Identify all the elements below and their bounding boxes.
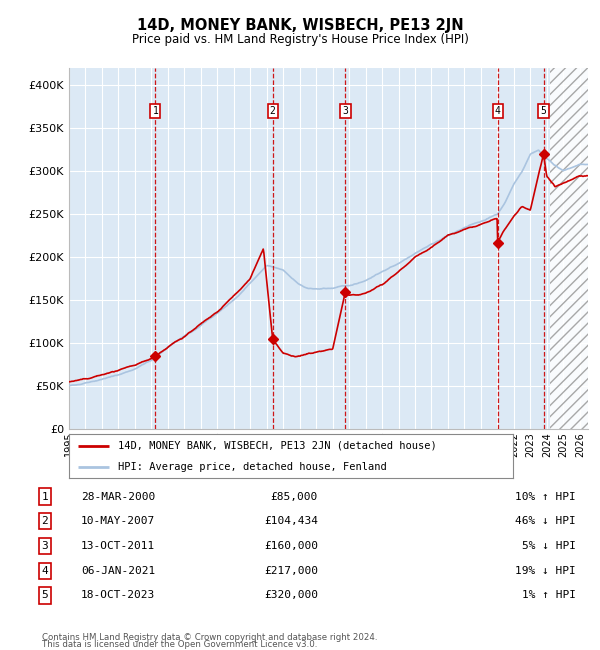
Text: HPI: Average price, detached house, Fenland: HPI: Average price, detached house, Fenl…: [118, 462, 386, 472]
Text: £217,000: £217,000: [264, 566, 318, 576]
Text: 10% ↑ HPI: 10% ↑ HPI: [515, 491, 576, 502]
Text: This data is licensed under the Open Government Licence v3.0.: This data is licensed under the Open Gov…: [42, 640, 317, 649]
Text: Contains HM Land Registry data © Crown copyright and database right 2024.: Contains HM Land Registry data © Crown c…: [42, 632, 377, 642]
Text: £160,000: £160,000: [264, 541, 318, 551]
Text: 3: 3: [41, 541, 49, 551]
Text: 5% ↓ HPI: 5% ↓ HPI: [522, 541, 576, 551]
Text: 13-OCT-2011: 13-OCT-2011: [81, 541, 155, 551]
Text: 2: 2: [41, 516, 49, 526]
Text: 2: 2: [270, 106, 275, 116]
Text: 14D, MONEY BANK, WISBECH, PE13 2JN: 14D, MONEY BANK, WISBECH, PE13 2JN: [137, 18, 463, 33]
Text: £320,000: £320,000: [264, 590, 318, 601]
Text: 4: 4: [495, 106, 500, 116]
Text: 3: 3: [343, 106, 349, 116]
Text: 1: 1: [152, 106, 158, 116]
Text: £104,434: £104,434: [264, 516, 318, 526]
Text: 10-MAY-2007: 10-MAY-2007: [81, 516, 155, 526]
Text: 1: 1: [41, 491, 49, 502]
Text: 14D, MONEY BANK, WISBECH, PE13 2JN (detached house): 14D, MONEY BANK, WISBECH, PE13 2JN (deta…: [118, 441, 437, 451]
Text: Price paid vs. HM Land Registry's House Price Index (HPI): Price paid vs. HM Land Registry's House …: [131, 32, 469, 46]
Text: 46% ↓ HPI: 46% ↓ HPI: [515, 516, 576, 526]
Text: 1% ↑ HPI: 1% ↑ HPI: [522, 590, 576, 601]
Text: 4: 4: [41, 566, 49, 576]
Text: 28-MAR-2000: 28-MAR-2000: [81, 491, 155, 502]
Text: 5: 5: [541, 106, 547, 116]
Bar: [550, 60, 588, 429]
Text: 5: 5: [41, 590, 49, 601]
Text: £85,000: £85,000: [271, 491, 318, 502]
Text: 19% ↓ HPI: 19% ↓ HPI: [515, 566, 576, 576]
Text: 18-OCT-2023: 18-OCT-2023: [81, 590, 155, 601]
Text: 06-JAN-2021: 06-JAN-2021: [81, 566, 155, 576]
